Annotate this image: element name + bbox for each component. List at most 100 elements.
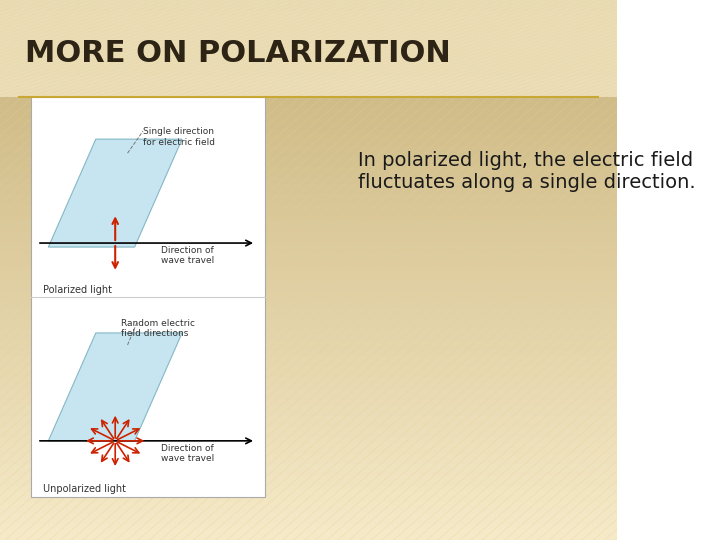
Bar [0,59,617,65]
Bar [0,135,617,140]
Bar [0,0,617,97]
Bar [0,97,617,103]
Bar [0,157,617,162]
Bar [0,113,617,119]
Bar [0,491,617,497]
Bar [0,11,617,16]
Bar [0,383,617,389]
Text: In polarized light, the electric field
fluctuates along a single direction.: In polarized light, the electric field f… [358,151,696,192]
Bar [0,286,617,292]
Bar [0,524,617,529]
Bar [0,319,617,324]
Bar [0,302,617,308]
Bar [0,38,617,43]
Bar [0,275,617,281]
Bar [31,97,265,497]
Bar [0,200,617,205]
Bar [0,416,617,421]
Bar [0,124,617,130]
Bar [0,16,617,22]
Bar [0,22,617,27]
Bar [0,513,617,518]
Text: MORE ON POLARIZATION: MORE ON POLARIZATION [24,39,451,69]
Bar [0,297,617,302]
Bar [0,400,617,405]
Bar [0,108,617,113]
Bar [0,367,617,373]
Bar [0,340,617,346]
Bar [0,313,617,319]
Bar [0,243,617,248]
Bar [0,167,617,173]
Bar [0,362,617,367]
Text: Polarized light: Polarized light [43,285,112,295]
Bar [0,65,617,70]
Bar [0,518,617,524]
Bar [0,535,617,540]
Bar [0,232,617,238]
Bar [0,194,617,200]
Bar [0,464,617,470]
Bar [0,437,617,443]
Text: Unpolarized light: Unpolarized light [43,484,126,494]
Bar [0,32,617,38]
Bar [0,162,617,167]
Bar [0,43,617,49]
Bar [0,0,617,5]
Bar [0,470,617,475]
Bar [0,178,617,184]
Bar [0,475,617,481]
Bar [0,5,617,11]
Bar [0,373,617,378]
Bar [0,259,617,265]
Bar [0,324,617,329]
Bar [0,529,617,535]
Bar [0,54,617,59]
Bar [0,378,617,383]
Bar [0,356,617,362]
Bar [0,189,617,194]
Bar [0,140,617,146]
Bar [0,119,617,124]
Bar [0,281,617,286]
Bar [0,394,617,400]
Bar [0,292,617,297]
Bar [0,130,617,135]
Bar [0,502,617,508]
Text: Random electric
field directions: Random electric field directions [122,319,195,339]
Bar [0,205,617,211]
Bar [0,329,617,335]
Bar [0,86,617,92]
Bar [0,270,617,275]
Bar [0,81,617,86]
Bar [0,248,617,254]
Bar [0,49,617,54]
Bar [0,448,617,454]
Polygon shape [48,139,182,247]
Bar [0,184,617,189]
Text: Direction of
wave travel: Direction of wave travel [161,443,215,463]
Bar [0,221,617,227]
Polygon shape [48,333,182,441]
Bar [0,486,617,491]
Bar [0,70,617,76]
Bar [0,151,617,157]
Bar [0,27,617,32]
Bar [0,497,617,502]
Bar [0,76,617,81]
Bar [0,410,617,416]
Bar [0,211,617,216]
Bar [0,405,617,410]
Bar [0,508,617,513]
Bar [0,335,617,340]
Bar [0,351,617,356]
Bar [0,432,617,437]
Bar [0,421,617,427]
Bar [0,238,617,243]
Text: Direction of
wave travel: Direction of wave travel [161,246,215,265]
Text: Single direction
for electric field: Single direction for electric field [143,127,215,146]
Bar [0,481,617,486]
Bar [0,346,617,351]
Bar [0,227,617,232]
Bar [0,389,617,394]
